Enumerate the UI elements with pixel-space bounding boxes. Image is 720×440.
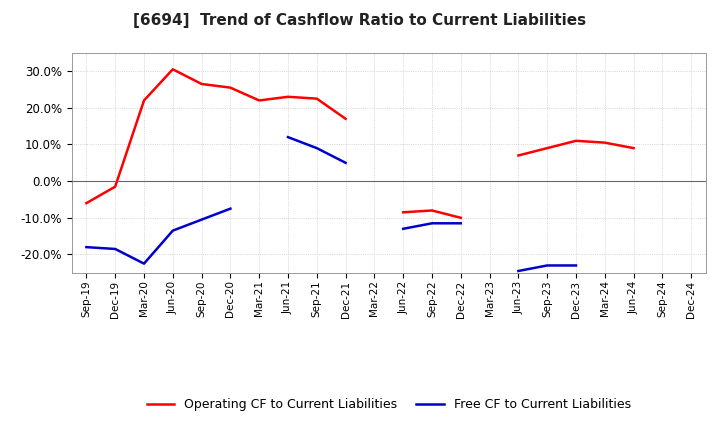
Free CF to Current Liabilities (226, 206, 235, 211)
Operating CF to Current Liabilities (284, 94, 292, 99)
Line: Operating CF to Current Liabilities: Operating CF to Current Liabilities (86, 69, 346, 203)
Legend: Operating CF to Current Liabilities, Free CF to Current Liabilities: Operating CF to Current Liabilities, Fre… (142, 393, 636, 416)
Text: [6694]  Trend of Cashflow Ratio to Current Liabilities: [6694] Trend of Cashflow Ratio to Curren… (133, 13, 587, 28)
Operating CF to Current Liabilities (140, 98, 148, 103)
Free CF to Current Liabilities (168, 228, 177, 233)
Free CF to Current Liabilities (111, 246, 120, 252)
Free CF to Current Liabilities (140, 261, 148, 266)
Free CF to Current Liabilities (197, 217, 206, 222)
Line: Free CF to Current Liabilities: Free CF to Current Liabilities (86, 209, 230, 264)
Operating CF to Current Liabilities (312, 96, 321, 101)
Operating CF to Current Liabilities (255, 98, 264, 103)
Operating CF to Current Liabilities (226, 85, 235, 90)
Operating CF to Current Liabilities (197, 81, 206, 87)
Operating CF to Current Liabilities (341, 116, 350, 121)
Operating CF to Current Liabilities (111, 184, 120, 189)
Free CF to Current Liabilities (82, 245, 91, 250)
Operating CF to Current Liabilities (82, 201, 91, 206)
Operating CF to Current Liabilities (168, 66, 177, 72)
